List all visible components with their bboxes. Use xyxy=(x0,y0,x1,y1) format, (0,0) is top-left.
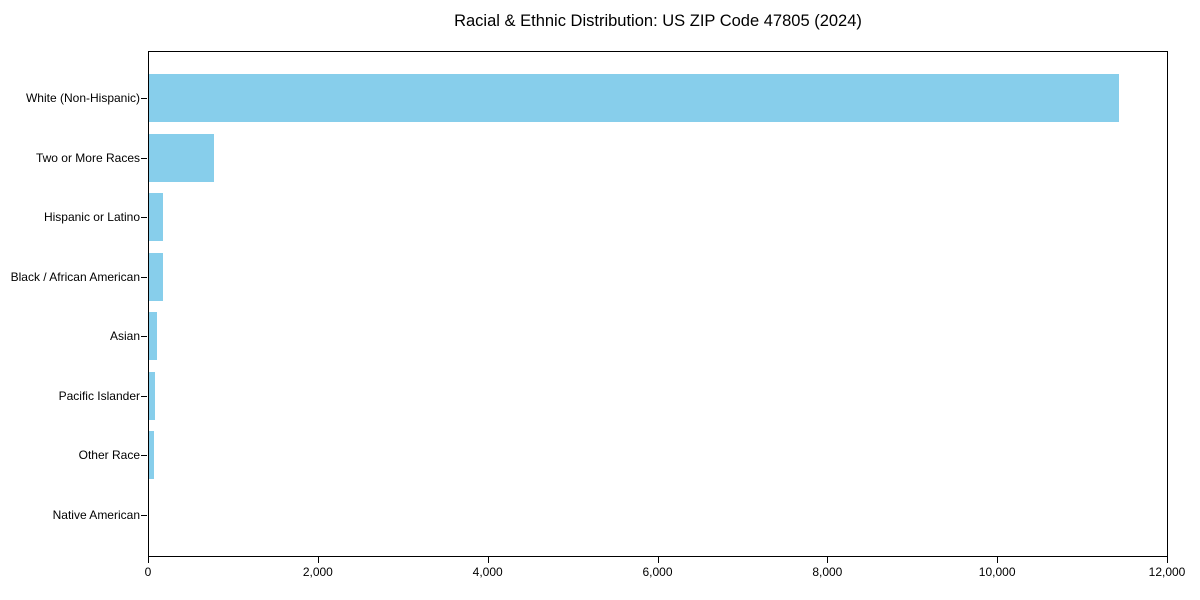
bar-black-african-american xyxy=(149,252,163,301)
x-tick-label: 10,000 xyxy=(978,565,1016,579)
y-tick-mark xyxy=(141,276,147,278)
y-tick-label: White (Non-Hispanic) xyxy=(25,91,140,105)
y-tick-label: Hispanic or Latino xyxy=(43,210,140,225)
x-tick-mark xyxy=(317,557,319,563)
y-tick-mark xyxy=(141,455,147,457)
y-tick-label: Two or More Races xyxy=(35,150,140,165)
y-tick-mark xyxy=(141,514,147,516)
bar-pacific-islander xyxy=(149,371,156,420)
bar-other-race xyxy=(149,431,155,480)
x-tick-label: 2,000 xyxy=(302,565,333,579)
bar-hispanic-or-latino xyxy=(149,193,164,242)
x-tick-mark xyxy=(997,557,999,563)
x-tick-label: 12,000 xyxy=(1148,565,1186,579)
x-tick-mark xyxy=(148,557,149,563)
bar-white-non-hispanic xyxy=(149,74,1119,122)
y-tick-label: Native American xyxy=(52,507,140,522)
bar-asian xyxy=(149,312,157,361)
x-tick-label: 4,000 xyxy=(472,565,503,579)
y-tick-mark xyxy=(141,98,147,99)
x-tick-label: 0 xyxy=(144,565,152,579)
y-tick-label: Asian xyxy=(109,329,140,344)
y-tick-label: Pacific Islander xyxy=(58,388,140,403)
bar-two-or-more-races xyxy=(149,133,215,182)
y-tick-mark xyxy=(141,217,147,219)
y-tick-mark xyxy=(141,336,147,338)
x-tick-mark xyxy=(657,557,659,563)
y-tick-mark xyxy=(141,395,147,397)
y-tick-mark xyxy=(141,157,147,159)
y-tick-label: Other Race xyxy=(78,448,140,463)
x-tick-label: 6,000 xyxy=(642,565,673,579)
y-tick-label: Black / African American xyxy=(10,269,140,284)
plot-area xyxy=(148,51,1168,557)
x-tick-label: 8,000 xyxy=(812,565,843,579)
chart-title: Racial & Ethnic Distribution: US ZIP Cod… xyxy=(454,12,862,30)
x-tick-mark xyxy=(1167,557,1168,563)
x-tick-mark xyxy=(487,557,489,563)
x-tick-mark xyxy=(827,557,829,563)
